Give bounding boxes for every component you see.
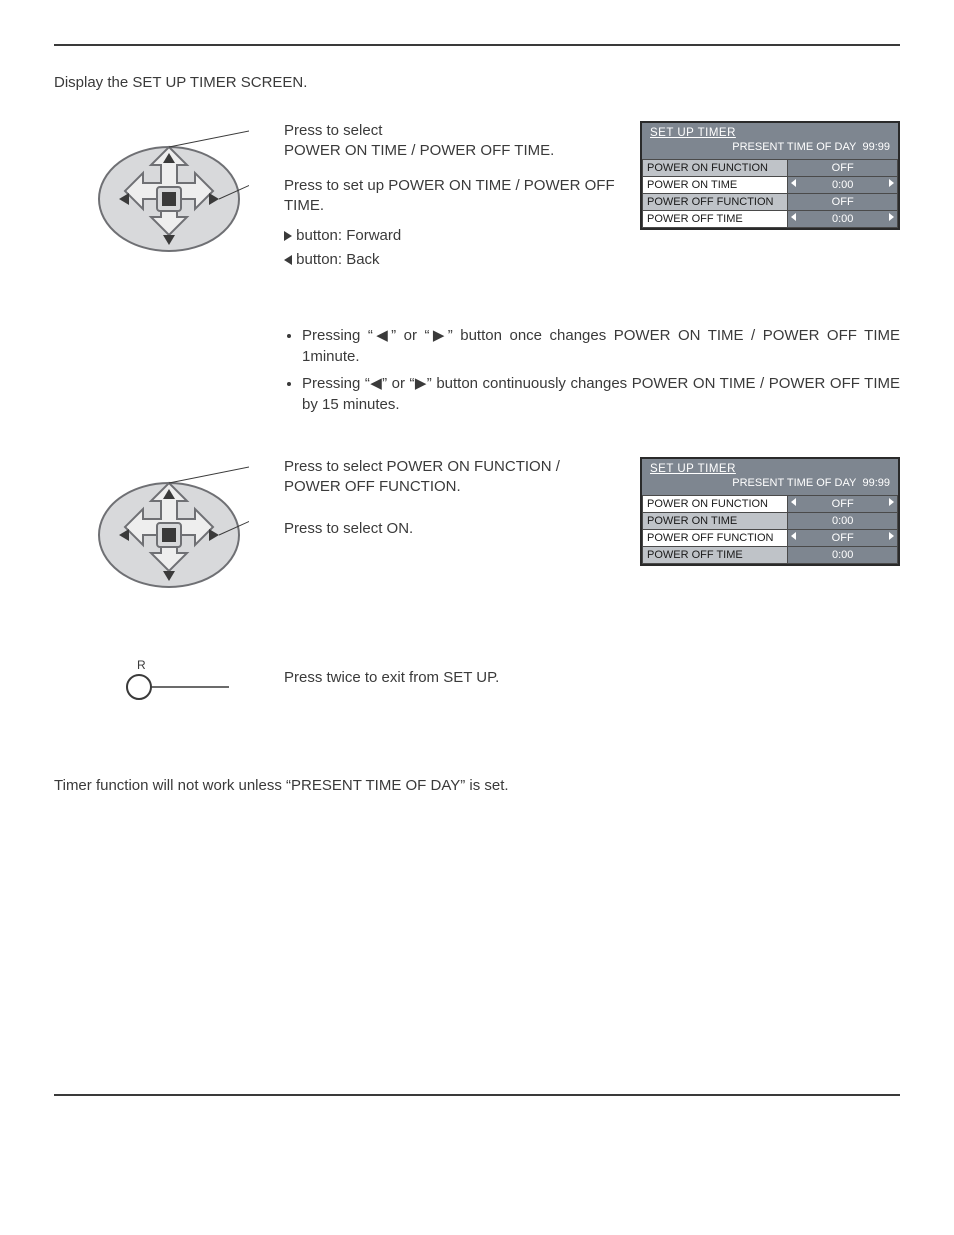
intro-text: Display the SET UP TIMER SCREEN. <box>54 74 900 91</box>
note-1: Pressing “◀” or “▶” button once changes … <box>302 325 900 367</box>
osd-table-1: POWER ON FUNCTIONOFF POWER ON TIME0:00 P… <box>642 159 898 228</box>
dpad-icon <box>89 121 249 261</box>
bottom-rule <box>54 1094 900 1096</box>
back-label-line: button: Back <box>284 250 620 270</box>
dpad-icon-2 <box>89 457 249 597</box>
triangle-left-icon <box>284 255 292 265</box>
step1-row: Press to select POWER ON TIME / POWER OF… <box>54 121 900 277</box>
r-label: R <box>137 658 146 672</box>
top-rule <box>54 44 900 46</box>
forward-label-line: button: Forward <box>284 226 620 246</box>
osd-table-2: POWER ON FUNCTIONOFF POWER ON TIME0:00 P… <box>642 495 898 564</box>
step3-exit-text: Press twice to exit from SET UP. <box>284 668 880 688</box>
step2-select-func: Press to select POWER ON FUNCTION / POWE… <box>284 457 620 498</box>
osd-present-2: PRESENT TIME OF DAY 99:99 <box>642 477 898 495</box>
osd-present: PRESENT TIME OF DAY 99:99 <box>642 141 898 159</box>
osd-menu-1: SET UP TIMER PRESENT TIME OF DAY 99:99 P… <box>640 121 900 230</box>
notes-row: Pressing “◀” or “▶” button once changes … <box>54 297 900 421</box>
back-label: button: Back <box>296 251 379 268</box>
note-2: Pressing “◀” or “▶” button continuously … <box>302 373 900 415</box>
footnote: Timer function will not work unless “PRE… <box>54 777 900 794</box>
osd-menu-2: SET UP TIMER PRESENT TIME OF DAY 99:99 P… <box>640 457 900 566</box>
step3-row: R Press twice to exit from SET UP. <box>54 657 900 707</box>
forward-label: button: Forward <box>296 227 401 244</box>
r-button-icon: R <box>109 657 229 707</box>
step2-select-on: Press to select ON. <box>284 519 620 539</box>
step1-select-text: Press to select POWER ON TIME / POWER OF… <box>284 121 620 162</box>
step1-setup-text: Press to set up POWER ON TIME / POWER OF… <box>284 176 620 217</box>
osd-title-2: SET UP TIMER <box>642 459 898 477</box>
triangle-right-icon <box>284 231 292 241</box>
osd-title: SET UP TIMER <box>642 123 898 141</box>
step2-row: Press to select POWER ON FUNCTION / POWE… <box>54 457 900 597</box>
